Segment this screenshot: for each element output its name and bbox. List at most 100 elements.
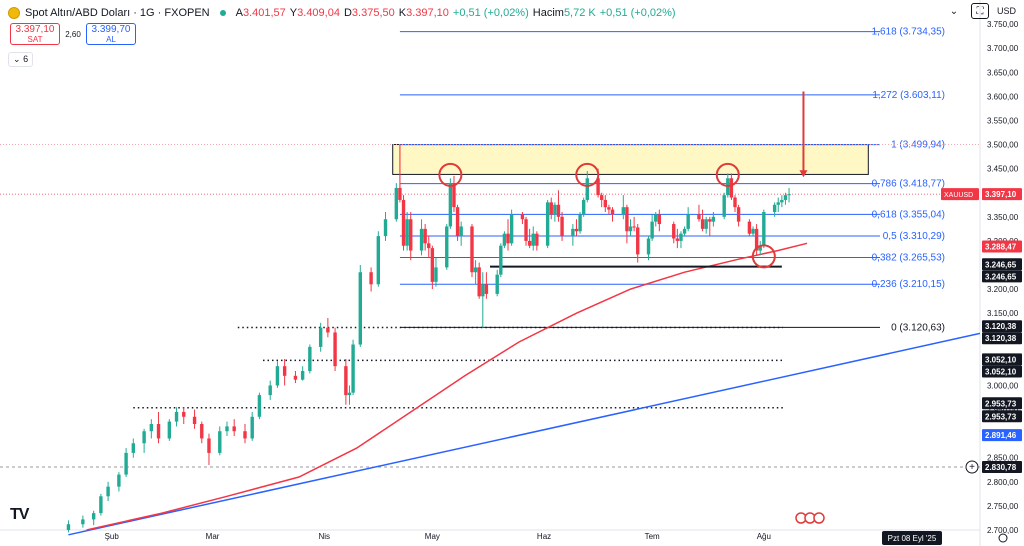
candle-body [650, 221, 654, 239]
tradingview-logo-icon: TV [10, 506, 29, 523]
fib-level-label: 0 (3.120,63) [891, 322, 945, 333]
fib-level-label: 0,5 (3.310,29) [883, 231, 945, 242]
price-axis-label: 2.830,78 [985, 463, 1017, 472]
candle-body [697, 214, 701, 220]
price-tick-label: 2.850,00 [987, 454, 1019, 463]
price-axis-label-box [982, 353, 1022, 366]
chevron-down-icon: ⌄ [13, 54, 21, 64]
price-tick-label: 3.350,00 [987, 213, 1019, 222]
candle-body [747, 221, 752, 234]
candle-body [733, 197, 737, 208]
price-tick-label: 3.450,00 [987, 165, 1019, 174]
candle-body [174, 411, 179, 422]
candle-body [293, 375, 298, 380]
candle-body [506, 233, 510, 244]
price-axis-label: 3.120,38 [985, 322, 1017, 331]
candle-body [636, 227, 640, 255]
candle-body [66, 524, 71, 530]
candle-body [686, 214, 690, 229]
candle-body [300, 371, 305, 380]
price-tick-label: 3.200,00 [987, 285, 1019, 294]
high-value: 3.409,04 [297, 7, 340, 19]
candle-body [268, 385, 272, 396]
sell-price: 3.397,10 [15, 24, 55, 35]
candle-body [672, 224, 676, 239]
highlight-circle [715, 162, 740, 187]
chevron-down-icon[interactable]: ⌄ [949, 5, 959, 17]
buy-price: 3.399,70 [91, 24, 131, 35]
candle-body [585, 178, 589, 200]
sell-button[interactable]: 3.397,10 SAT [10, 23, 60, 45]
currency-label[interactable]: USD [996, 6, 1016, 16]
fib-level-label: 1,618 (3.734,35) [872, 27, 945, 38]
indicators-toggle[interactable]: ⌄ 6 [8, 52, 34, 67]
candle-body [326, 327, 330, 333]
price-axis-label: 2.891,46 [985, 431, 1017, 440]
candle-body [182, 411, 186, 417]
candle-body [603, 199, 607, 208]
candle-body [524, 219, 528, 241]
last-price-label: 3.397,10 [985, 190, 1017, 199]
price-axis-label-box [982, 258, 1022, 271]
buy-label: AL [106, 35, 116, 44]
high-label: Y [289, 7, 298, 19]
candle-body [621, 207, 626, 215]
symbol-title[interactable]: Spot Altın/ABD Doları · 1G · FXOPEN [25, 7, 210, 19]
candle-body [430, 248, 435, 282]
price-axis-label-box [982, 365, 1022, 378]
time-tick-label: May [425, 532, 440, 541]
candle-body [736, 207, 741, 222]
candle-body [682, 228, 687, 234]
candle-body [131, 443, 136, 453]
spread-value: 2,60 [65, 29, 81, 39]
candle-body [167, 421, 172, 439]
candle-body [398, 187, 402, 200]
candle-body [383, 219, 388, 237]
price-axis-label-box [982, 410, 1022, 423]
candle-body [754, 228, 759, 251]
candle-body [527, 240, 532, 246]
time-tick-label: Tem [645, 532, 660, 541]
candle-body [459, 226, 463, 237]
candle-body [545, 202, 550, 246]
buy-button[interactable]: 3.399,70 AL [86, 23, 136, 45]
price-axis-label: 3.052,10 [985, 367, 1017, 376]
price-tick-label: 3.500,00 [987, 141, 1019, 150]
price-tick-label: 2.700,00 [987, 526, 1019, 535]
price-axis-label-box [982, 270, 1022, 283]
candle-body [509, 214, 514, 244]
candle-body [333, 332, 337, 367]
price-axis-label: 3.246,65 [985, 272, 1017, 281]
candle-body [243, 431, 247, 439]
time-tick-label: Nis [318, 532, 330, 541]
candle-body [787, 194, 791, 196]
fib-level-label: 0,786 (3.418,77) [872, 179, 945, 190]
time-tick-label: Ağu [757, 532, 771, 541]
price-axis-label: 3.288,47 [985, 242, 1017, 251]
candle-body [452, 183, 456, 208]
candle-body [556, 204, 561, 217]
candle-body [560, 216, 564, 237]
price-tick-label: 2.750,00 [987, 502, 1019, 511]
fullscreen-icon[interactable]: ⛶ [970, 3, 989, 19]
candle-body [549, 202, 553, 215]
candle-body [502, 233, 507, 246]
low-label: D [343, 7, 352, 19]
candle-body [574, 228, 579, 232]
price-axis-label-box [982, 429, 1022, 442]
candle-body [596, 178, 600, 196]
price-axis-label-box [982, 460, 1022, 473]
candle-body [419, 228, 424, 251]
change-value: +0,51 (+0,02%) [452, 7, 529, 19]
symbol-tag-box [941, 188, 979, 201]
candle-body [646, 238, 651, 255]
candle-body [401, 199, 406, 246]
candle-body [91, 513, 96, 520]
candle-body [599, 195, 604, 200]
candle-body [225, 426, 229, 432]
price-tick-label: 3.150,00 [987, 309, 1019, 318]
candle-body [455, 207, 460, 237]
candle-body [448, 183, 453, 227]
candle-body [344, 366, 348, 396]
